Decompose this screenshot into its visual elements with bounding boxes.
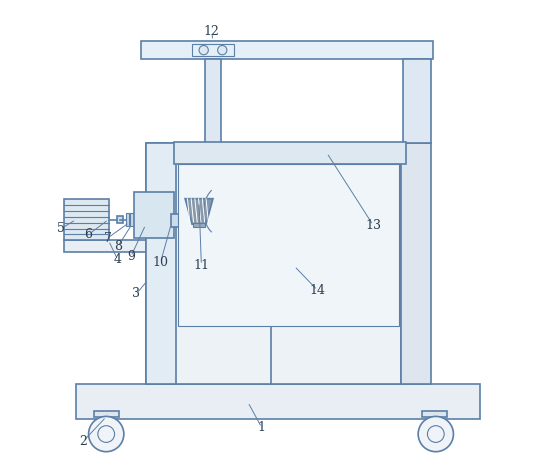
- Bar: [126, 213, 130, 226]
- Circle shape: [88, 417, 124, 452]
- Polygon shape: [185, 198, 213, 224]
- Polygon shape: [147, 217, 150, 222]
- Bar: [146, 143, 401, 384]
- Text: 7: 7: [104, 232, 112, 245]
- Circle shape: [218, 45, 227, 55]
- Bar: [117, 216, 124, 223]
- Polygon shape: [150, 216, 153, 223]
- Bar: [401, 143, 431, 384]
- Bar: [139, 213, 142, 226]
- Text: 5: 5: [57, 222, 64, 235]
- Bar: [192, 44, 234, 56]
- Bar: [143, 213, 146, 226]
- Text: 4: 4: [114, 254, 122, 267]
- Text: 3: 3: [132, 287, 140, 300]
- Bar: [76, 384, 480, 419]
- Text: 1: 1: [257, 421, 266, 434]
- Bar: [64, 241, 146, 252]
- Bar: [146, 143, 176, 384]
- Ellipse shape: [171, 144, 181, 161]
- Circle shape: [199, 45, 208, 55]
- Ellipse shape: [398, 144, 409, 161]
- Bar: [130, 213, 133, 226]
- Polygon shape: [153, 215, 154, 224]
- Bar: [422, 411, 447, 417]
- Text: 14: 14: [309, 283, 325, 297]
- Text: 2: 2: [79, 435, 87, 448]
- Bar: [205, 59, 221, 143]
- Bar: [178, 164, 399, 326]
- Bar: [134, 213, 138, 226]
- Bar: [173, 142, 405, 164]
- Bar: [403, 59, 431, 143]
- Text: 11: 11: [193, 259, 209, 272]
- Text: 6: 6: [85, 228, 93, 241]
- Bar: [141, 41, 434, 59]
- Text: 12: 12: [204, 25, 220, 38]
- Circle shape: [418, 417, 454, 452]
- Bar: [171, 213, 192, 226]
- Text: 8: 8: [114, 240, 122, 253]
- Polygon shape: [154, 214, 155, 225]
- Text: 10: 10: [152, 256, 169, 269]
- Bar: [193, 223, 205, 226]
- Bar: [134, 192, 173, 238]
- Text: 13: 13: [365, 219, 381, 232]
- Text: 9: 9: [127, 250, 135, 263]
- Bar: [94, 411, 119, 417]
- Bar: [64, 198, 108, 241]
